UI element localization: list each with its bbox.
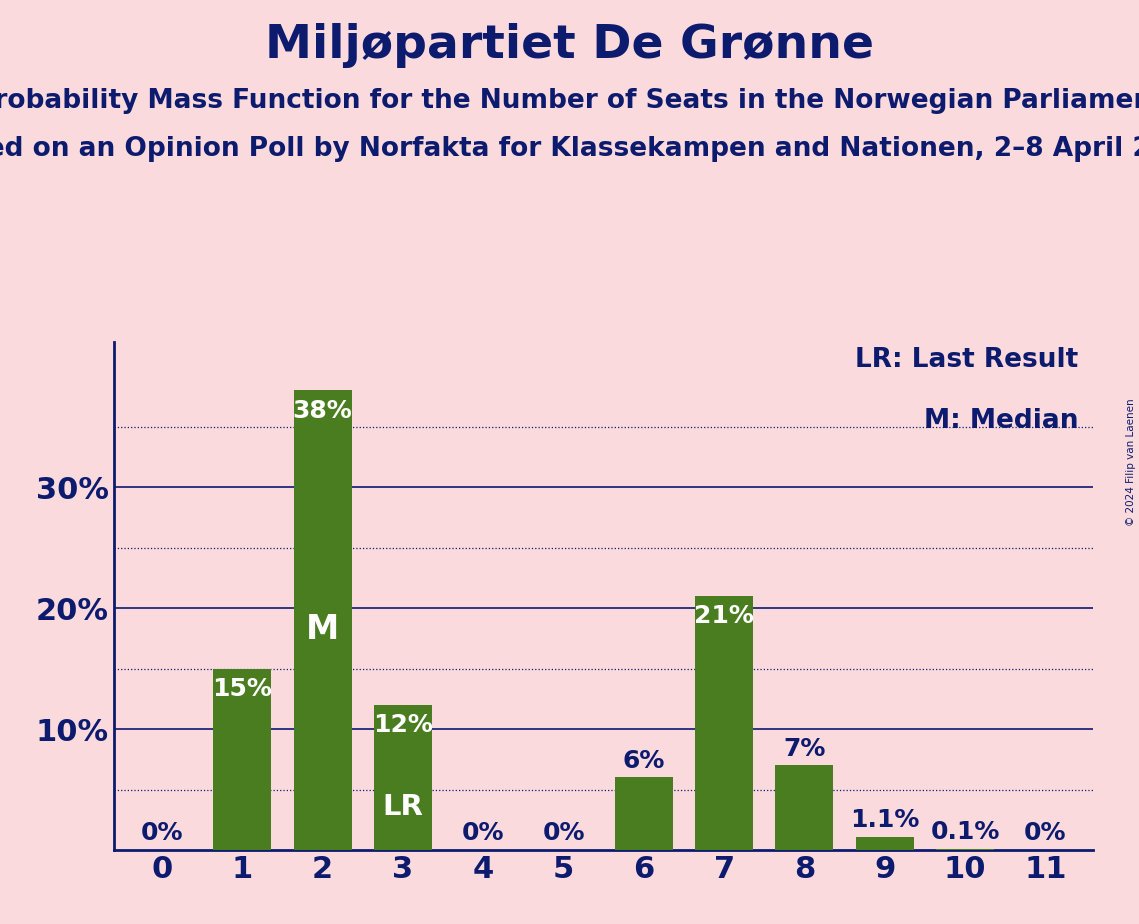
Text: 7%: 7% — [784, 736, 826, 760]
Text: 12%: 12% — [372, 713, 433, 737]
Bar — [615, 777, 673, 850]
Bar — [374, 705, 432, 850]
Text: 0%: 0% — [462, 821, 505, 845]
Text: 21%: 21% — [694, 604, 754, 628]
Text: 1.1%: 1.1% — [850, 808, 919, 832]
Bar — [294, 390, 352, 850]
Text: 0.1%: 0.1% — [931, 820, 1000, 844]
Text: M: M — [306, 613, 339, 646]
Bar — [855, 837, 913, 850]
Text: Miljøpartiet De Grønne: Miljøpartiet De Grønne — [265, 23, 874, 68]
Bar — [213, 669, 271, 850]
Text: LR: LR — [383, 793, 424, 821]
Bar — [776, 765, 834, 850]
Text: 0%: 0% — [141, 821, 183, 845]
Text: 15%: 15% — [213, 677, 272, 701]
Text: LR: Last Result: LR: Last Result — [855, 346, 1079, 373]
Text: 38%: 38% — [293, 399, 353, 423]
Bar — [936, 849, 994, 850]
Text: Based on an Opinion Poll by Norfakta for Klassekampen and Nationen, 2–8 April 20: Based on an Opinion Poll by Norfakta for… — [0, 136, 1139, 162]
Text: M: Median: M: Median — [924, 408, 1079, 434]
Bar — [695, 596, 753, 850]
Text: 6%: 6% — [623, 748, 665, 772]
Text: © 2024 Filip van Laenen: © 2024 Filip van Laenen — [1126, 398, 1136, 526]
Text: 0%: 0% — [542, 821, 584, 845]
Text: Probability Mass Function for the Number of Seats in the Norwegian Parliament: Probability Mass Function for the Number… — [0, 88, 1139, 114]
Text: 0%: 0% — [1024, 821, 1066, 845]
